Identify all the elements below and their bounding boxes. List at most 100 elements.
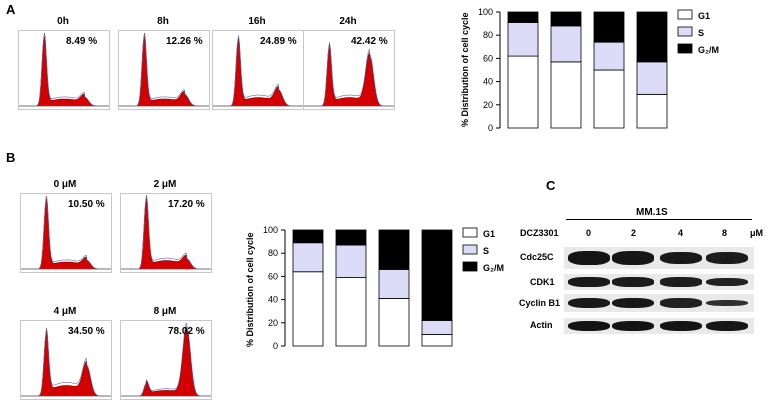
legend-label-1: S: [483, 246, 489, 256]
cell-line-label: MM.1S: [636, 207, 668, 218]
y-tick-label: 80: [268, 248, 278, 258]
cell-line-underline: [566, 219, 752, 220]
bar-s-1: [550, 25, 582, 63]
histogram-peak: [121, 326, 211, 397]
panel-a-flow-label: 16h: [248, 16, 266, 27]
band-2-2: [660, 298, 702, 308]
histogram-peak: [21, 328, 111, 397]
blot-strip-3: [564, 318, 754, 334]
band-2-1: [612, 297, 654, 309]
y-tick-label: 60: [483, 53, 493, 63]
band-1-3: [706, 277, 748, 287]
legend-swatch-0: [462, 227, 478, 238]
panel-a-g2m-percent: 8.49 %: [66, 36, 98, 47]
y-tick-label: 100: [263, 225, 278, 235]
panel-b-histogram: [21, 196, 111, 270]
panel-b-histogram: [121, 195, 211, 270]
panel-b-flow-plot: [20, 193, 112, 273]
unit-label: μM: [750, 228, 764, 238]
protein-label-cdk1: CDK1: [530, 277, 555, 287]
y-tick-label: 20: [268, 318, 278, 328]
y-tick-label: 0: [488, 123, 493, 133]
panel-b-g2m-percent: 78.02 %: [168, 326, 205, 337]
band-1-0: [568, 277, 610, 287]
bar-s-3: [636, 61, 668, 95]
panel-a-flow-label: 8h: [157, 16, 169, 27]
legend-swatch-2: [462, 261, 478, 272]
panel-b-flow-label: 4 μM: [53, 306, 77, 317]
protein-label-cdc25c: Cdc25C: [520, 252, 554, 262]
bar-g2m-1: [550, 11, 582, 27]
bar-g2m-3: [636, 11, 668, 63]
legend-label-2: G₂/M: [698, 45, 719, 55]
band-3-1: [612, 320, 654, 332]
panel-b-flow-plot: [120, 320, 212, 400]
conc-8: 8: [722, 228, 728, 238]
panel-a-g2m-percent: 42.42 %: [351, 36, 388, 47]
band-1-1: [612, 277, 654, 287]
bar-g2m-2: [378, 229, 410, 270]
band-0-0: [568, 250, 610, 266]
conc-0: 0: [586, 228, 592, 238]
legend-swatch-2: [677, 43, 693, 54]
panel-letter-c: C: [546, 178, 556, 193]
panel-a-g2m-percent: 24.89 %: [260, 36, 297, 47]
protein-label-actin: Actin: [530, 320, 553, 330]
panel-a-histogram: [119, 33, 209, 107]
panel-a-flow-plot: [212, 30, 304, 110]
band-2-0: [568, 297, 610, 309]
bar-s-2: [378, 269, 410, 299]
band-2-3: [706, 299, 748, 307]
bar-s-0: [292, 242, 324, 273]
bar-s-1: [335, 244, 367, 278]
bar-g2m-0: [507, 11, 539, 23]
panel-b-histogram: [21, 327, 111, 397]
bar-g1-0: [292, 271, 324, 347]
bar-g1-1: [335, 277, 367, 347]
bar-g2m-1: [335, 229, 367, 246]
band-0-3: [706, 251, 748, 265]
legend-label-1: S: [698, 28, 704, 38]
panel-b-histogram: [121, 322, 211, 397]
bar-g2m-3: [421, 229, 453, 321]
panel-b-g2m-percent: 17.20 %: [168, 199, 205, 210]
panel-a-g2m-percent: 12.26 %: [166, 36, 203, 47]
panel-letter-b: B: [6, 150, 16, 165]
bar-g1-3: [636, 93, 668, 129]
panel-letter-a: A: [6, 2, 16, 17]
y-tick-label: 0: [273, 341, 278, 351]
histogram-peak: [304, 42, 394, 107]
legend-label-0: G1: [698, 11, 710, 21]
model-fit-line: [304, 42, 394, 107]
panel-a-histogram: [304, 42, 394, 107]
panel-b-flow-label: 2 μM: [153, 179, 177, 190]
panel-a-histogram: [19, 33, 109, 107]
panel-b-flow-label: 8 μM: [153, 306, 177, 317]
chart-a-ylabel: % Distribution of cell cycle: [460, 12, 470, 127]
y-tick-label: 60: [268, 271, 278, 281]
panel-b-flow-plot: [120, 193, 212, 273]
band-3-3: [706, 320, 748, 332]
legend-swatch-1: [677, 26, 693, 37]
band-3-2: [660, 320, 702, 332]
legend-swatch-1: [462, 244, 478, 255]
legend-label-0: G1: [483, 229, 495, 239]
y-tick-label: 20: [483, 100, 493, 110]
band-0-2: [660, 251, 702, 265]
legend-label-2: G₂/M: [483, 263, 504, 273]
bar-g2m-2: [593, 11, 625, 43]
panel-b-g2m-percent: 34.50 %: [68, 326, 105, 337]
chart-a: 0 20 40 60 80 100 G1 S G₂/M: [478, 7, 719, 133]
protein-label-cyclin-b1: Cyclin B1: [519, 298, 561, 308]
drug-label: DCZ3301: [520, 228, 559, 238]
bar-g1-2: [593, 69, 625, 129]
panel-a-flow-plot: [18, 30, 110, 110]
blot-strip-2: [564, 294, 754, 312]
bar-g1-2: [378, 298, 410, 347]
panel-a-histogram: [213, 35, 303, 107]
panel-a-flow-label: 24h: [339, 16, 357, 27]
bar-g1-0: [507, 55, 539, 129]
panel-b-g2m-percent: 10.50 %: [68, 199, 105, 210]
panel-a-flow-label: 0h: [57, 16, 69, 27]
chart-b: 0 20 40 60 80 100 G1 S G₂/M: [263, 225, 504, 351]
